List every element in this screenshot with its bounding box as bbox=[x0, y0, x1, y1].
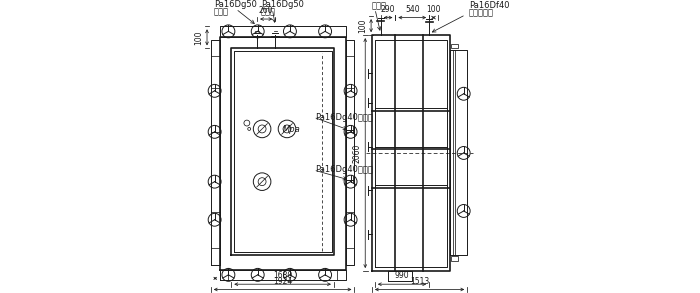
Text: Pa16Df40: Pa16Df40 bbox=[469, 1, 509, 10]
Text: 290: 290 bbox=[381, 5, 395, 14]
Text: 260: 260 bbox=[259, 6, 274, 15]
Text: 安全阀: 安全阀 bbox=[372, 1, 387, 10]
Bar bbox=[451, 44, 458, 48]
Text: Mpa: Mpa bbox=[283, 125, 300, 134]
Text: 消毒口: 消毒口 bbox=[260, 7, 276, 16]
Text: 100: 100 bbox=[195, 30, 204, 45]
Text: 2060: 2060 bbox=[353, 143, 362, 163]
Text: 990: 990 bbox=[395, 271, 409, 280]
Text: 蒸汽进气口: 蒸汽进气口 bbox=[469, 9, 493, 18]
Text: Pa16Dg40疏水口: Pa16Dg40疏水口 bbox=[315, 166, 372, 174]
Text: Pa16Dg50: Pa16Dg50 bbox=[260, 0, 304, 9]
Text: Pa16Dg50: Pa16Dg50 bbox=[214, 0, 257, 9]
Text: 540: 540 bbox=[405, 5, 419, 14]
Text: 1680: 1680 bbox=[273, 271, 292, 280]
Text: 1513: 1513 bbox=[410, 277, 429, 286]
Text: 1924: 1924 bbox=[273, 277, 292, 286]
Bar bbox=[451, 256, 458, 261]
Text: 100: 100 bbox=[358, 18, 368, 33]
Text: Pa16Dg40排污口: Pa16Dg40排污口 bbox=[315, 113, 372, 122]
Text: 排气口: 排气口 bbox=[214, 7, 229, 16]
Text: 100: 100 bbox=[426, 5, 441, 14]
